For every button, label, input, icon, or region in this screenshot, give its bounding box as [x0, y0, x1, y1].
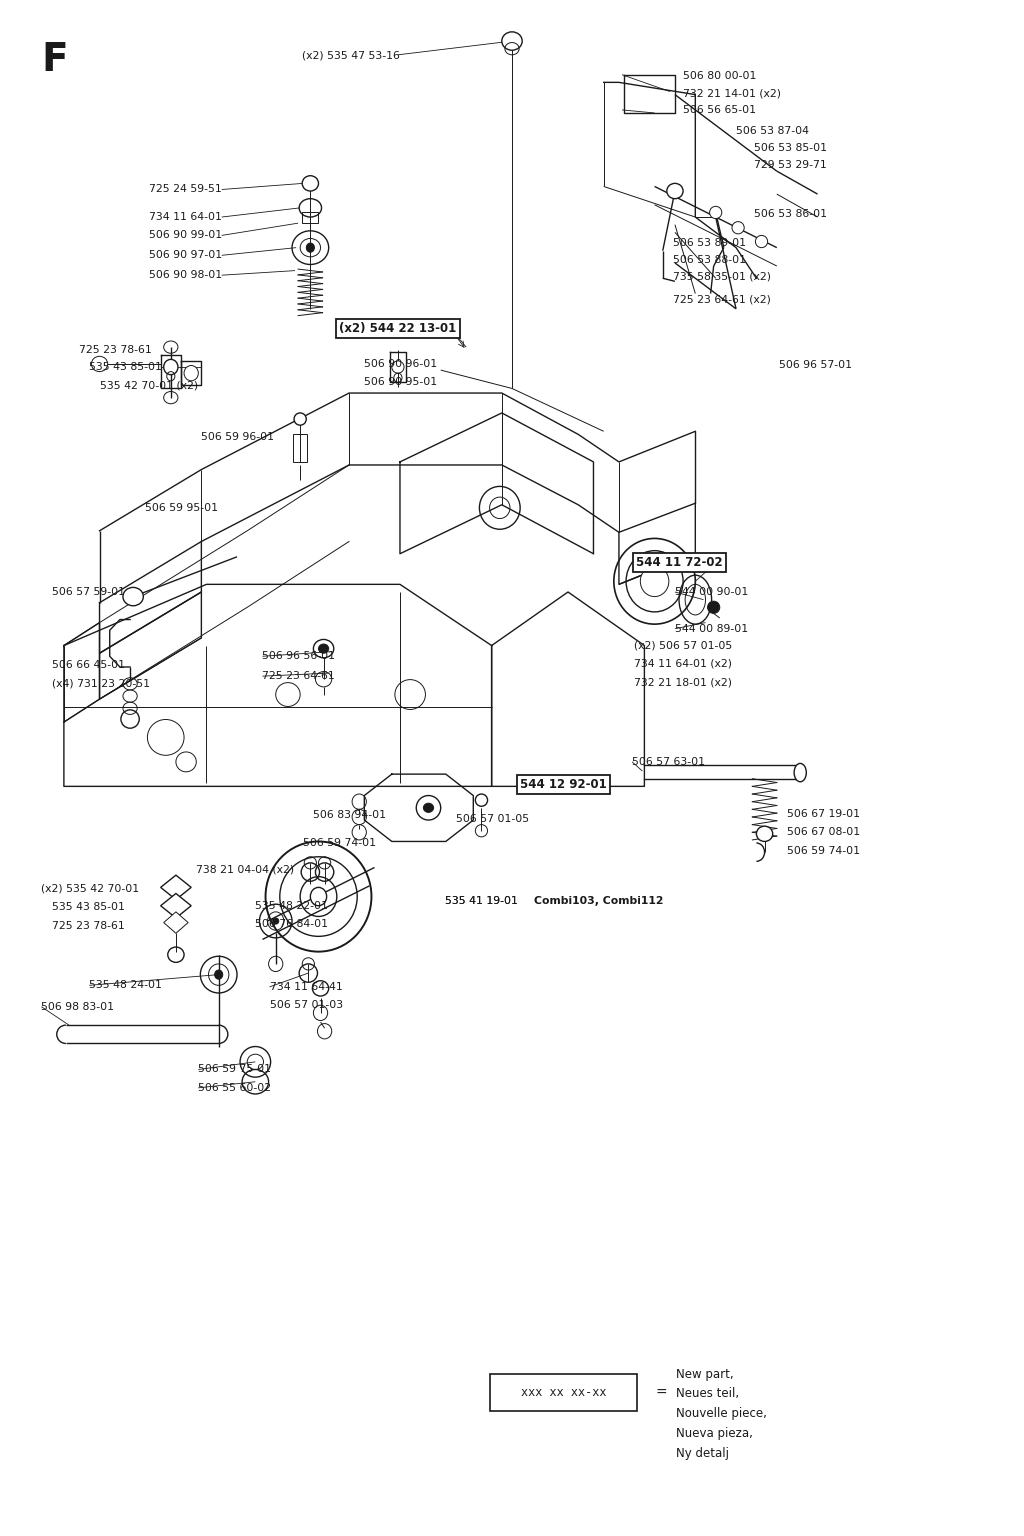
Ellipse shape — [732, 221, 744, 233]
Ellipse shape — [306, 243, 314, 252]
Text: 535 48 22-01: 535 48 22-01 — [255, 900, 329, 911]
Text: 725 24 59-51: 725 24 59-51 — [150, 184, 222, 195]
Ellipse shape — [164, 359, 178, 375]
Text: 506 90 99-01: 506 90 99-01 — [148, 230, 222, 241]
Text: 506 83 94-01: 506 83 94-01 — [313, 811, 386, 820]
Text: 506 80 00-01: 506 80 00-01 — [683, 71, 757, 81]
Ellipse shape — [123, 587, 143, 605]
Text: Ny detalj: Ny detalj — [676, 1447, 729, 1461]
Ellipse shape — [392, 361, 404, 373]
Text: 732 21 18-01 (x2): 732 21 18-01 (x2) — [634, 677, 732, 687]
Text: 725 23 64-61: 725 23 64-61 — [262, 671, 335, 680]
Text: 506 67 19-01: 506 67 19-01 — [787, 809, 860, 819]
Text: 506 59 95-01: 506 59 95-01 — [145, 502, 218, 513]
Text: Nouvelle piece,: Nouvelle piece, — [676, 1407, 767, 1421]
Text: 506 53 85-01: 506 53 85-01 — [755, 143, 827, 154]
Ellipse shape — [294, 413, 306, 425]
Text: (x4) 731 23 20-51: (x4) 731 23 20-51 — [51, 679, 150, 688]
Text: 506 53 87-04: 506 53 87-04 — [736, 126, 809, 137]
Ellipse shape — [640, 565, 669, 596]
Ellipse shape — [423, 803, 433, 813]
Text: 506 53 89-01: 506 53 89-01 — [673, 238, 745, 247]
Text: 735 58 35-01 (x2): 735 58 35-01 (x2) — [673, 272, 771, 281]
Ellipse shape — [302, 175, 318, 190]
Text: xxx xx xx-xx: xxx xx xx-xx — [520, 1385, 606, 1399]
Text: (x2) 506 57 01-05: (x2) 506 57 01-05 — [634, 641, 732, 651]
Text: 506 59 74-01: 506 59 74-01 — [303, 839, 376, 848]
Ellipse shape — [318, 644, 329, 653]
Ellipse shape — [310, 888, 327, 906]
Text: =: = — [655, 1385, 668, 1399]
Polygon shape — [161, 876, 191, 900]
Text: 535 48 24-01: 535 48 24-01 — [89, 980, 162, 991]
Text: 535 43 85-01: 535 43 85-01 — [51, 902, 125, 912]
Text: 535 42 70-01 (x2): 535 42 70-01 (x2) — [99, 381, 198, 390]
Text: (x2) 535 42 70-01: (x2) 535 42 70-01 — [42, 883, 139, 894]
Ellipse shape — [91, 356, 108, 372]
Text: 506 59 75-01: 506 59 75-01 — [199, 1064, 271, 1075]
Polygon shape — [161, 894, 191, 919]
Ellipse shape — [708, 601, 720, 613]
Text: 506 57 63-01: 506 57 63-01 — [632, 757, 706, 766]
Ellipse shape — [215, 971, 223, 980]
Ellipse shape — [502, 32, 522, 51]
Text: 506 55 60-02: 506 55 60-02 — [199, 1083, 271, 1092]
Ellipse shape — [272, 919, 279, 925]
Text: 506 66 45-01: 506 66 45-01 — [51, 660, 125, 670]
Text: 506 57 01-05: 506 57 01-05 — [456, 814, 529, 823]
Text: 734 11 64-41: 734 11 64-41 — [269, 982, 342, 992]
Text: 506 67 08-01: 506 67 08-01 — [787, 828, 860, 837]
Text: 535 41 19-01: 535 41 19-01 — [444, 895, 521, 906]
Ellipse shape — [667, 183, 683, 198]
Ellipse shape — [710, 206, 722, 218]
Text: 535 41 19-01: 535 41 19-01 — [444, 895, 521, 906]
Text: 506 57 01-03: 506 57 01-03 — [269, 1000, 343, 1011]
Text: 506 59 74-01: 506 59 74-01 — [787, 846, 860, 856]
Text: 734 11 64-01 (x2): 734 11 64-01 (x2) — [634, 659, 732, 670]
Bar — [489, 1375, 637, 1410]
Ellipse shape — [184, 366, 199, 381]
Text: 506 90 95-01: 506 90 95-01 — [365, 378, 437, 387]
Text: 506 90 96-01: 506 90 96-01 — [365, 359, 437, 369]
Text: 738 21 04-04 (x2): 738 21 04-04 (x2) — [197, 865, 295, 874]
Text: 544 12 92-01: 544 12 92-01 — [520, 779, 607, 791]
Text: (x2) 535 47 53-16: (x2) 535 47 53-16 — [302, 51, 400, 60]
Text: Combi103, Combi112: Combi103, Combi112 — [535, 895, 664, 906]
Ellipse shape — [475, 794, 487, 806]
Ellipse shape — [756, 235, 768, 247]
Text: 732 21 14-01 (x2): 732 21 14-01 (x2) — [683, 88, 781, 98]
Text: 506 98 83-01: 506 98 83-01 — [42, 1001, 115, 1012]
Bar — [302, 212, 318, 223]
Text: Nueva pieza,: Nueva pieza, — [676, 1427, 753, 1441]
Polygon shape — [164, 912, 188, 934]
Text: 725 23 78-61: 725 23 78-61 — [79, 346, 152, 355]
Text: F: F — [42, 41, 69, 78]
Ellipse shape — [757, 826, 773, 842]
Text: 544 00 90-01: 544 00 90-01 — [675, 587, 749, 598]
Text: 506 90 98-01: 506 90 98-01 — [148, 270, 222, 280]
Text: 506 53 86-01: 506 53 86-01 — [755, 209, 827, 220]
Text: 544 11 72-02: 544 11 72-02 — [636, 556, 723, 570]
Text: 544 00 89-01: 544 00 89-01 — [675, 624, 749, 634]
Bar — [293, 435, 307, 462]
Text: 506 76 84-01: 506 76 84-01 — [255, 919, 329, 929]
Text: 506 59 96-01: 506 59 96-01 — [202, 433, 274, 442]
Text: 506 96 57-01: 506 96 57-01 — [779, 361, 852, 370]
Ellipse shape — [794, 763, 806, 782]
Text: 725 23 64-61 (x2): 725 23 64-61 (x2) — [673, 295, 771, 304]
Text: 506 56 65-01: 506 56 65-01 — [683, 104, 756, 115]
Text: 535 43 85-01: 535 43 85-01 — [89, 362, 162, 372]
Text: (x2) 544 22 13-01: (x2) 544 22 13-01 — [339, 323, 457, 335]
Text: 506 96 56-01: 506 96 56-01 — [262, 651, 336, 662]
Text: 729 53 29-71: 729 53 29-71 — [755, 160, 827, 170]
Text: 506 57 59-01: 506 57 59-01 — [51, 587, 125, 598]
Text: 506 90 97-01: 506 90 97-01 — [148, 250, 222, 260]
Text: 734 11 64-01: 734 11 64-01 — [148, 212, 222, 223]
Text: New part,: New part, — [676, 1367, 733, 1381]
Text: 506 53 88-01: 506 53 88-01 — [673, 255, 745, 264]
Text: 725 23 78-61: 725 23 78-61 — [51, 920, 124, 931]
Text: Neues teil,: Neues teil, — [676, 1387, 739, 1401]
